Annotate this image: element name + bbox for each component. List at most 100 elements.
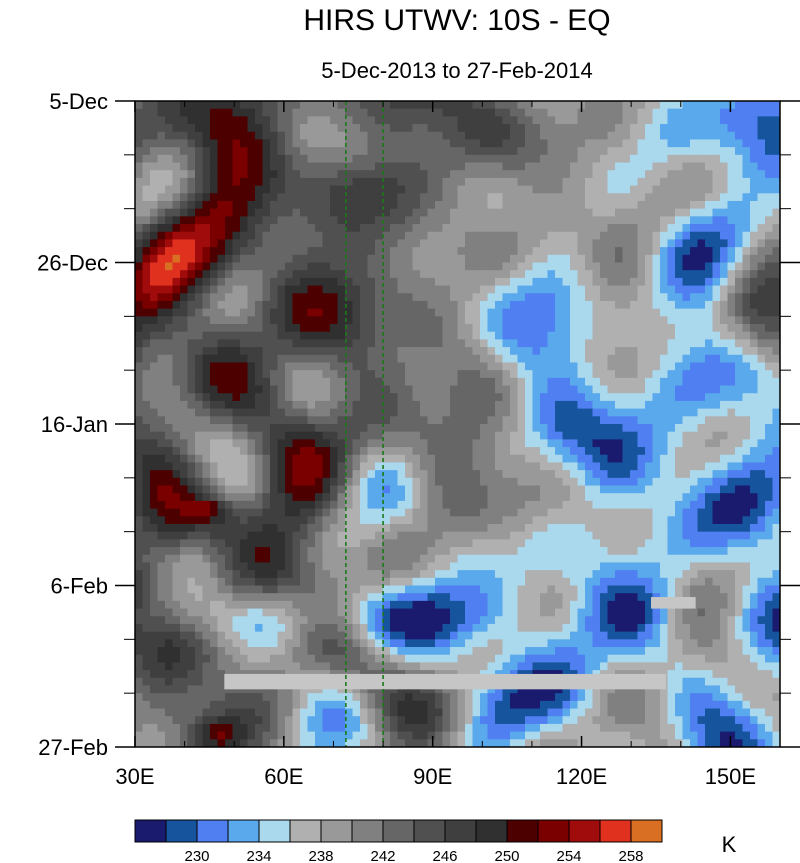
field-cell bbox=[502, 354, 511, 364]
field-cell bbox=[682, 424, 691, 433]
field-cell bbox=[465, 331, 474, 341]
field-cell bbox=[165, 124, 174, 133]
field-cell bbox=[502, 177, 511, 187]
field-cell bbox=[480, 424, 489, 433]
field-cell bbox=[757, 424, 766, 433]
field-cell bbox=[285, 216, 294, 225]
field-cell bbox=[735, 477, 744, 487]
field-cell bbox=[525, 247, 534, 256]
field-cell bbox=[360, 308, 369, 317]
field-cell bbox=[472, 101, 481, 110]
field-cell bbox=[547, 462, 556, 471]
field-cell bbox=[577, 116, 586, 125]
field-cell bbox=[307, 285, 316, 294]
field-cell bbox=[517, 493, 526, 502]
field-cell bbox=[367, 139, 376, 148]
field-cell bbox=[615, 316, 624, 325]
field-cell bbox=[195, 424, 204, 433]
field-cell bbox=[645, 339, 654, 348]
field-cell bbox=[562, 531, 571, 540]
field-cell bbox=[315, 354, 324, 364]
field-cell bbox=[645, 316, 654, 325]
field-cell bbox=[705, 493, 714, 502]
field-cell bbox=[135, 116, 144, 125]
field-cell bbox=[660, 539, 669, 548]
field-cell bbox=[765, 331, 774, 341]
field-cell bbox=[390, 400, 399, 410]
field-cell bbox=[727, 101, 736, 110]
field-cell bbox=[757, 477, 766, 487]
field-cell bbox=[202, 347, 211, 356]
field-cell bbox=[300, 162, 309, 171]
field-cell bbox=[577, 262, 586, 271]
field-cell bbox=[420, 347, 429, 356]
field-cell bbox=[517, 247, 526, 256]
field-cell bbox=[712, 324, 721, 333]
field-cell bbox=[577, 539, 586, 548]
field-cell bbox=[705, 339, 714, 348]
field-cell bbox=[367, 385, 376, 394]
field-cell bbox=[367, 285, 376, 294]
field-cell bbox=[540, 531, 549, 540]
field-cell bbox=[697, 539, 706, 548]
field-cell bbox=[495, 370, 504, 379]
field-cell bbox=[135, 224, 144, 233]
field-cell bbox=[255, 331, 264, 341]
field-cell bbox=[210, 300, 219, 310]
field-cell bbox=[150, 431, 159, 440]
field-cell bbox=[705, 200, 714, 210]
field-cell bbox=[487, 454, 496, 464]
field-cell bbox=[697, 424, 706, 433]
field-cell bbox=[622, 277, 631, 287]
field-cell bbox=[607, 523, 616, 533]
field-cell bbox=[510, 277, 519, 287]
field-cell bbox=[435, 177, 444, 187]
field-cell bbox=[690, 147, 699, 156]
field-cell bbox=[570, 431, 579, 440]
field-cell bbox=[750, 377, 759, 387]
field-cell bbox=[562, 370, 571, 379]
field-cell bbox=[435, 162, 444, 171]
field-cell bbox=[262, 316, 271, 325]
field-cell bbox=[510, 101, 519, 110]
field-cell bbox=[330, 370, 339, 379]
field-cell bbox=[352, 485, 361, 494]
field-cell bbox=[352, 523, 361, 533]
field-cell bbox=[600, 262, 609, 271]
field-cell bbox=[547, 185, 556, 194]
field-cell bbox=[720, 224, 729, 233]
field-cell bbox=[750, 416, 759, 425]
field-cell bbox=[232, 354, 241, 364]
field-cell bbox=[397, 193, 406, 202]
field-cell bbox=[225, 539, 234, 548]
field-cell bbox=[757, 377, 766, 387]
field-cell bbox=[660, 516, 669, 525]
field-cell bbox=[600, 416, 609, 425]
field-cell bbox=[382, 539, 391, 548]
field-cell bbox=[525, 300, 534, 310]
field-cell bbox=[577, 370, 586, 379]
field-cell bbox=[585, 170, 594, 179]
field-cell bbox=[157, 531, 166, 540]
field-cell bbox=[652, 385, 661, 394]
field-cell bbox=[382, 131, 391, 141]
field-cell bbox=[277, 177, 286, 187]
field-cell bbox=[180, 493, 189, 502]
field-cell bbox=[165, 447, 174, 456]
field-cell bbox=[450, 270, 459, 279]
field-cell bbox=[675, 185, 684, 194]
field-cell bbox=[202, 493, 211, 502]
field-cell bbox=[465, 239, 474, 248]
field-cell bbox=[765, 523, 774, 533]
field-cell bbox=[322, 162, 331, 171]
field-cell bbox=[142, 154, 151, 164]
field-cell bbox=[270, 177, 279, 187]
field-cell bbox=[442, 231, 451, 241]
field-cell bbox=[255, 193, 264, 202]
field-cell bbox=[585, 370, 594, 379]
field-cell bbox=[735, 500, 744, 510]
field-cell bbox=[705, 500, 714, 510]
field-cell bbox=[210, 239, 219, 248]
field-cell bbox=[502, 147, 511, 156]
field-cell bbox=[705, 162, 714, 171]
